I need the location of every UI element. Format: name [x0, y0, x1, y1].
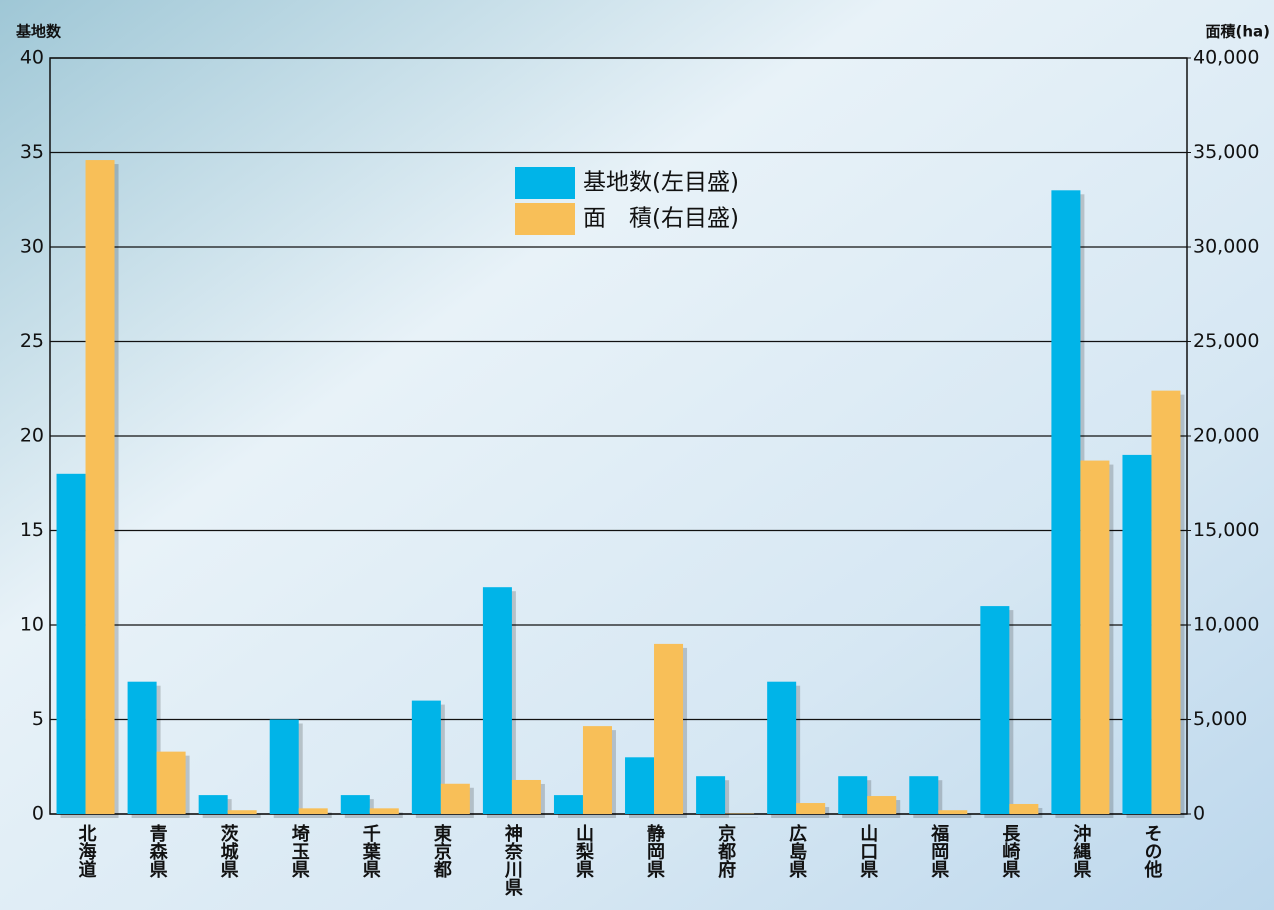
x-tick-label: 福岡県	[928, 823, 950, 879]
legend-label: 基地数(左目盛)	[583, 170, 739, 196]
bar	[411, 700, 441, 814]
bar	[482, 587, 512, 814]
bar	[198, 795, 228, 814]
x-tick-label: 広島県	[786, 823, 807, 879]
x-tick-label: 長崎県	[999, 824, 1020, 879]
y-tick-label: 40	[20, 47, 44, 69]
y2-tick-label: 5,000	[1193, 708, 1247, 730]
bar	[269, 719, 299, 814]
x-tick-label: 神奈川県	[502, 823, 524, 897]
x-tick-label: 京都府	[715, 823, 737, 879]
y-tick-label: 0	[32, 803, 44, 825]
bar-shadow	[373, 812, 403, 818]
bar	[1051, 190, 1081, 815]
bar	[582, 726, 612, 814]
bar	[696, 776, 726, 814]
y-tick-label: 5	[32, 708, 44, 730]
y2-tick-label: 20,000	[1193, 425, 1259, 447]
bar	[298, 808, 328, 814]
bar	[56, 473, 86, 814]
x-tick-label: 山梨県	[573, 824, 594, 879]
x-tick-label: 静岡県	[644, 823, 665, 879]
bar	[767, 681, 797, 814]
bar	[511, 779, 541, 814]
y-tick-label: 10	[20, 614, 44, 636]
legend-swatch	[515, 167, 575, 199]
y2-tick-label: 15,000	[1193, 519, 1259, 541]
x-tick-label: その他	[1141, 824, 1163, 878]
x-tick-label: 千葉県	[360, 824, 382, 879]
bar	[980, 606, 1010, 814]
x-tick-label: 北海道	[76, 824, 97, 878]
y2-tick-label: 40,000	[1193, 47, 1259, 69]
y-tick-label: 20	[20, 425, 44, 447]
x-tick-label: 青森県	[147, 824, 168, 879]
bar	[909, 776, 939, 814]
bar	[553, 795, 583, 814]
bar	[796, 803, 826, 814]
bar	[867, 796, 897, 814]
bar	[838, 776, 868, 814]
y2-tick-label: 35,000	[1193, 141, 1259, 163]
bar	[85, 160, 115, 814]
bar	[156, 751, 186, 814]
x-tick-label: 茨城県	[218, 823, 239, 879]
y-tick-label: 25	[20, 330, 44, 352]
x-tick-label: 山口県	[857, 824, 878, 879]
bar	[369, 808, 399, 814]
y2-axis-label: 面積(ha)	[1205, 23, 1270, 41]
legend-swatch	[515, 203, 575, 235]
y-tick-label: 35	[20, 141, 44, 163]
bar	[440, 783, 470, 814]
bar-shadow	[231, 814, 261, 818]
y-tick-label: 15	[20, 519, 44, 541]
y2-tick-label: 30,000	[1193, 236, 1259, 258]
y2-tick-label: 0	[1193, 803, 1205, 825]
y-tick-label: 30	[20, 236, 44, 258]
bar	[654, 643, 684, 814]
bar	[625, 757, 655, 814]
bar	[1080, 460, 1110, 814]
bar-shadow	[942, 814, 972, 818]
legend-label: 面 積(右目盛)	[583, 206, 739, 232]
y2-tick-label: 10,000	[1193, 614, 1259, 636]
bar	[127, 681, 157, 814]
bar	[227, 810, 257, 814]
bar	[938, 810, 968, 814]
x-tick-label: 埼玉県	[289, 823, 310, 879]
y2-tick-label: 25,000	[1193, 330, 1259, 352]
y-axis-label: 基地数	[15, 23, 62, 41]
x-tick-label: 沖縄県	[1070, 823, 1091, 879]
x-tick-label: 東京都	[431, 823, 453, 878]
bar	[340, 795, 370, 814]
bar	[1151, 390, 1181, 814]
bar	[1122, 454, 1152, 814]
bar-shadow	[302, 812, 332, 818]
bar	[1009, 803, 1039, 814]
